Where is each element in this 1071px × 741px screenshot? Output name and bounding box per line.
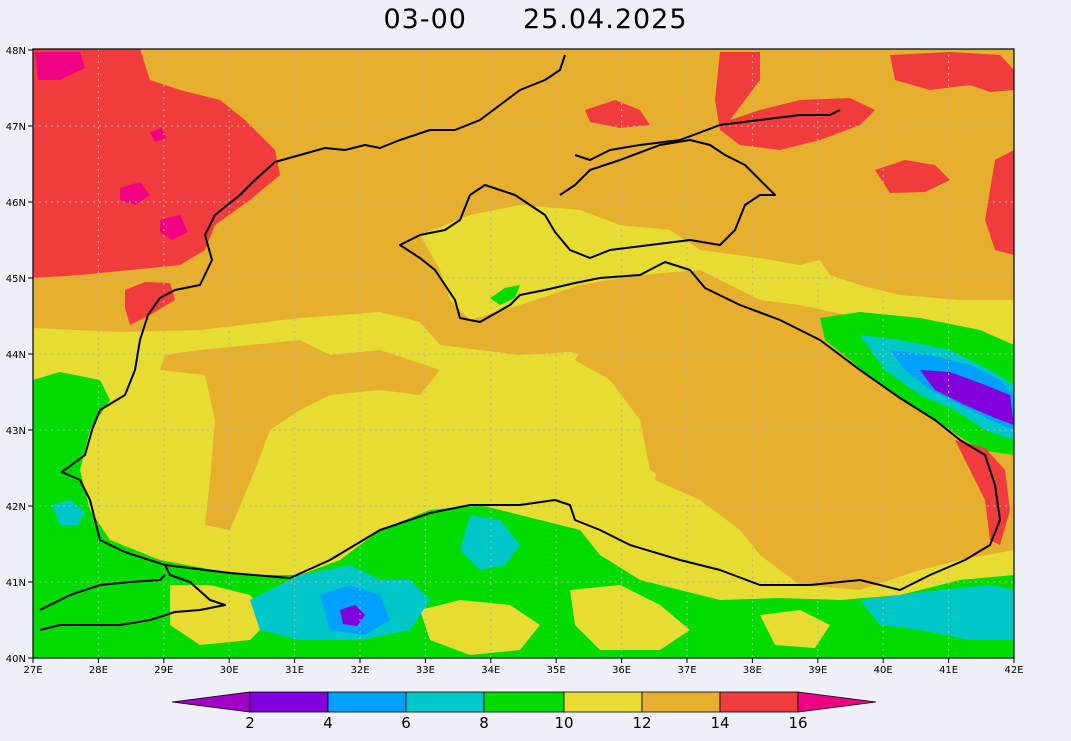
lon-label: 37E [677, 665, 696, 676]
lon-label: 34E [481, 665, 500, 676]
lat-label: 42N [6, 502, 26, 513]
field-band-14-16-ne2 [890, 52, 1014, 92]
field-band-12-14-west [160, 340, 440, 530]
field-band-6-8-s [460, 515, 520, 570]
field-band-14-16-east [875, 160, 950, 193]
lon-label: 29E [154, 665, 173, 676]
field-band-6-8-se-coast [860, 585, 1014, 640]
lat-label: 44N [6, 350, 26, 361]
colorbar-high-arrow [797, 691, 877, 713]
lat-label: 46N [6, 198, 26, 209]
title-time: 03-00 [383, 4, 467, 35]
title-date: 25.04.2025 [522, 4, 688, 35]
colorbar-low-arrow [171, 691, 251, 713]
lat-label: 40N [6, 654, 26, 665]
field-band-16-nw [35, 52, 85, 80]
coastline-black-sea [61, 139, 1001, 591]
colorbar-label: 12 [632, 714, 651, 732]
contour-field [33, 49, 1014, 658]
colorbar-label: 14 [710, 714, 729, 732]
field-band-14-16-se-coast [955, 440, 1010, 545]
colorbar-segment [327, 691, 407, 713]
colorbar-segment [563, 691, 643, 713]
field-band-16-spot1 [120, 182, 150, 205]
lon-label: 32E [350, 665, 369, 676]
field-band-2-4-sw [340, 605, 365, 626]
lat-label: 43N [6, 426, 26, 437]
lon-label: 28E [89, 665, 108, 676]
lon-axis-labels: 27E 28E 29E 30E 31E 32E 33E 34E 35E 36E … [23, 665, 1023, 676]
colorbar-label: 6 [401, 714, 411, 732]
field-band-14-16-nw [33, 49, 280, 278]
field-band-16-spot2 [160, 215, 188, 240]
lon-label: 33E [416, 665, 435, 676]
lon-label: 40E [874, 665, 893, 676]
lon-label: 36E [612, 665, 631, 676]
lat-label: 48N [6, 46, 26, 57]
lon-label: 27E [23, 665, 42, 676]
lon-label: 42E [1004, 665, 1023, 676]
field-band-10-12-south-1 [170, 585, 270, 645]
field-band-10-12-crimea [420, 205, 1014, 360]
tick-marks [28, 49, 1015, 663]
field-band-14-16-coast [125, 282, 175, 325]
map-title: 03-00 25.04.2025 [0, 4, 1071, 44]
colorbar-segment [483, 691, 565, 713]
lat-axis-labels: 40N 41N 42N 43N 44N 45N 46N 47N 48N [6, 46, 26, 665]
colorbar-label: 16 [788, 714, 807, 732]
coastline-bosporus [39, 564, 226, 631]
colorbar-segment [405, 691, 485, 713]
field-band-16-spot3 [150, 128, 166, 142]
lat-label: 41N [6, 578, 26, 589]
colorbar: 2 4 6 8 10 12 14 16 [171, 691, 877, 732]
grid-lines [33, 49, 1014, 658]
lon-label: 38E [743, 665, 762, 676]
lat-label: 47N [6, 122, 26, 133]
lon-label: 35E [547, 665, 566, 676]
coastline-azov-north [574, 109, 841, 161]
field-band-10-12-south-2 [420, 600, 540, 655]
field-band-12-14-east [575, 310, 1000, 580]
colorbar-label: 2 [245, 714, 255, 732]
colorbar-label: 4 [323, 714, 333, 732]
colorbar-segment [249, 691, 329, 713]
coastlines [39, 54, 1001, 631]
colorbar-label: 10 [554, 714, 573, 732]
field-band-10-12-south-3 [570, 585, 690, 650]
colorbar-segment [719, 691, 799, 713]
colorbar-label: 8 [479, 714, 489, 732]
lon-label: 41E [939, 665, 958, 676]
lat-label: 45N [6, 274, 26, 285]
field-band-14-16-n [585, 100, 650, 128]
lon-label: 31E [285, 665, 304, 676]
lon-label: 39E [808, 665, 827, 676]
field-band-8-10-crimea-spot [490, 285, 520, 305]
coastline-north [204, 54, 566, 236]
field-band-2-4-se [920, 370, 1014, 425]
coastline-marmara [39, 574, 166, 611]
lon-label: 30E [220, 665, 239, 676]
field-band-14-16-ne [715, 52, 875, 150]
field-band-10-12-south-4 [760, 610, 830, 648]
colorbar-segment [641, 691, 721, 713]
